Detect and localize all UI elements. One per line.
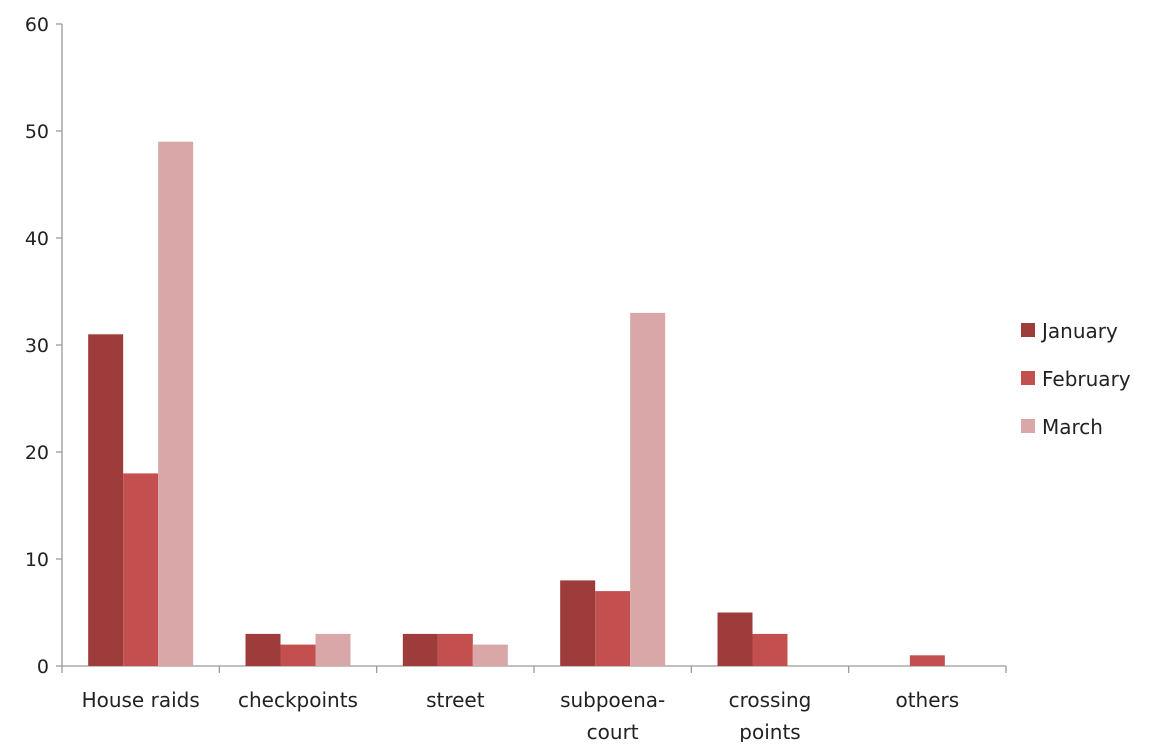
bar-february xyxy=(123,473,159,666)
x-category-label: subpoena-court xyxy=(560,688,665,742)
bars xyxy=(88,141,945,666)
x-axis: House raids checkpoints street subpoena-cou… xyxy=(61,665,1007,744)
bar-february xyxy=(752,633,788,666)
y-tick-label: 20 xyxy=(25,442,49,464)
legend-label: January xyxy=(1040,319,1118,343)
bar-february xyxy=(595,591,631,666)
bar-march xyxy=(472,644,508,666)
legend-label: February xyxy=(1042,367,1131,391)
bar-march xyxy=(158,141,194,666)
y-tick-label: 30 xyxy=(25,335,49,357)
bar-february xyxy=(909,655,945,666)
y-tick-label: 10 xyxy=(25,549,49,571)
bar-january xyxy=(717,612,753,666)
y-tick-label: 60 xyxy=(25,14,49,36)
y-axis: 0 10 20 30 40 50 60 xyxy=(25,14,63,678)
legend-swatch xyxy=(1021,323,1035,337)
legend-label: March xyxy=(1042,415,1103,439)
bar-february xyxy=(280,644,316,666)
x-category-label: checkpoints xyxy=(238,688,358,712)
bar-january xyxy=(560,580,596,666)
x-category-label: crossing points xyxy=(729,688,812,742)
bar-january xyxy=(402,633,438,666)
legend-swatch xyxy=(1021,371,1035,385)
y-tick-label: 40 xyxy=(25,228,49,250)
bar-january xyxy=(88,334,124,666)
x-category-label: House raids xyxy=(82,688,200,712)
bar-january xyxy=(245,633,281,666)
legend-swatch xyxy=(1021,419,1035,433)
x-category-label: others xyxy=(895,688,959,712)
y-tick-label: 50 xyxy=(25,121,49,143)
legend: January February March xyxy=(1021,319,1131,439)
y-tick-label: 0 xyxy=(37,656,49,678)
bar-february xyxy=(437,633,473,666)
bar-march xyxy=(630,312,666,666)
bar-march xyxy=(315,633,351,666)
x-category-label: street xyxy=(426,688,485,712)
